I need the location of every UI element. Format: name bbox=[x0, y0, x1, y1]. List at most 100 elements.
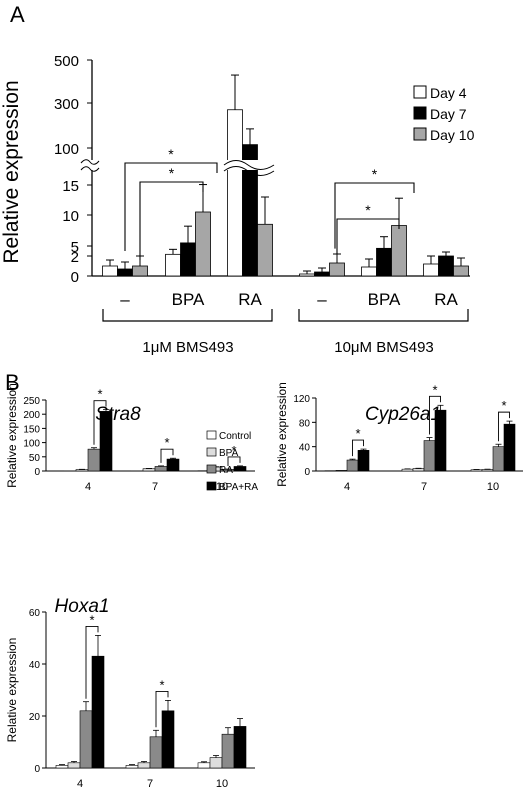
legend-label: Day 7 bbox=[430, 106, 467, 122]
y-axis-label: Relative expression bbox=[0, 80, 23, 263]
y-tick-label: 15 bbox=[62, 178, 79, 195]
legend-swatch bbox=[413, 85, 427, 99]
group-bracket bbox=[298, 309, 469, 322]
bar bbox=[117, 268, 133, 277]
bar bbox=[154, 466, 168, 472]
legend-label: RA bbox=[219, 465, 233, 476]
bar bbox=[376, 247, 392, 277]
x-tick-label: – bbox=[317, 290, 327, 309]
y-tick-label: 200 bbox=[23, 410, 40, 421]
significance-bracket bbox=[352, 439, 364, 457]
legend-label: Control bbox=[219, 431, 251, 442]
x-tick-label: BPA bbox=[368, 290, 401, 309]
significance-star: * bbox=[164, 435, 169, 450]
x-tick-label: 7 bbox=[147, 778, 153, 787]
significance-star: * bbox=[355, 426, 360, 441]
bar bbox=[438, 255, 454, 277]
x-tick-label: 4 bbox=[77, 778, 83, 787]
group-bracket bbox=[102, 309, 273, 322]
bar bbox=[233, 726, 247, 769]
bar bbox=[180, 242, 196, 277]
legend-label: BPA+RA bbox=[219, 482, 258, 493]
bar bbox=[67, 762, 81, 769]
significance-star: * bbox=[372, 166, 378, 182]
bar bbox=[195, 211, 211, 277]
legend-swatch bbox=[206, 447, 217, 457]
bar bbox=[149, 736, 163, 769]
bar bbox=[357, 450, 370, 472]
bar bbox=[221, 733, 235, 769]
y-tick-label: 120 bbox=[293, 394, 310, 405]
y-axis-label: Relative expression bbox=[5, 383, 19, 488]
y-tick-label: 100 bbox=[54, 141, 79, 158]
significance-bracket bbox=[124, 162, 218, 251]
y-tick-label: 150 bbox=[23, 424, 40, 435]
legend-label: Day 10 bbox=[430, 127, 475, 143]
bar bbox=[87, 448, 101, 472]
legend-label: BPA bbox=[219, 448, 239, 459]
x-tick-label: 10 bbox=[216, 778, 228, 787]
bar bbox=[165, 253, 181, 277]
bar bbox=[453, 265, 469, 277]
y-tick-label: 0 bbox=[71, 269, 79, 286]
bar bbox=[79, 710, 93, 769]
significance-bracket bbox=[155, 690, 169, 728]
bar bbox=[75, 469, 89, 472]
significance-star: * bbox=[501, 398, 506, 413]
cyp26a1-chart: Cyp26a1 Relative expression 0 40 80 120 * * * 4 7 1… bbox=[275, 382, 523, 493]
bar bbox=[481, 469, 494, 472]
axis-break-mark bbox=[80, 166, 100, 172]
y-tick-label: 20 bbox=[29, 712, 41, 723]
bar bbox=[470, 469, 483, 472]
significance-star: * bbox=[97, 387, 102, 402]
significance-star: * bbox=[231, 443, 236, 458]
significance-star: * bbox=[159, 677, 164, 692]
x-tick-label: 4 bbox=[85, 481, 91, 493]
y-tick-label: 40 bbox=[29, 660, 41, 671]
bar bbox=[137, 762, 151, 769]
bar bbox=[209, 757, 223, 769]
x-tick-label: 10 bbox=[216, 481, 228, 493]
group-label: 10μM BMS493 bbox=[334, 339, 434, 356]
y-tick-label: 300 bbox=[54, 96, 79, 113]
group-label: 1μM BMS493 bbox=[142, 339, 233, 356]
bar-break-gap bbox=[225, 160, 275, 170]
bar bbox=[99, 411, 113, 472]
bar bbox=[227, 109, 243, 277]
axis-break-mark bbox=[80, 159, 100, 165]
panel-a-label: A bbox=[10, 2, 25, 27]
bar bbox=[257, 223, 273, 277]
bar bbox=[197, 762, 211, 769]
significance-star: * bbox=[432, 382, 437, 397]
x-tick-label: BPA bbox=[172, 290, 205, 309]
chart-title: Cyp26a1 bbox=[365, 404, 441, 425]
bar bbox=[503, 423, 516, 472]
bar bbox=[492, 446, 505, 472]
y-tick-label: 500 bbox=[54, 53, 79, 70]
bar bbox=[434, 409, 447, 472]
y-axis-label: Relative expression bbox=[275, 382, 289, 487]
y-tick-label: 10 bbox=[62, 208, 79, 225]
significance-star: * bbox=[168, 146, 174, 162]
bar bbox=[299, 273, 315, 277]
x-tick-label: 7 bbox=[152, 481, 158, 493]
panel-a-chart: Relative expression 0 25 10 15 100 300 500 * * * * –… bbox=[0, 53, 475, 356]
significance-star: * bbox=[365, 202, 371, 218]
bar bbox=[401, 468, 414, 472]
y-tick-label: 0 bbox=[34, 467, 40, 478]
significance-bracket bbox=[498, 411, 510, 442]
x-tick-label: RA bbox=[238, 290, 262, 309]
y-tick-label: 0 bbox=[34, 764, 40, 775]
x-tick-label: 7 bbox=[421, 481, 427, 493]
significance-star: * bbox=[169, 165, 175, 181]
legend-swatch bbox=[206, 481, 217, 491]
significance-bracket bbox=[429, 395, 441, 435]
bar bbox=[329, 262, 345, 277]
y-axis-label: Relative expression bbox=[5, 638, 19, 743]
x-tick-label: 4 bbox=[344, 481, 350, 493]
y-tick-label: 0 bbox=[304, 467, 310, 478]
hoxa1-chart: Hoxa1 Relative expression 0 20 40 60 * * 4 7 10 bbox=[5, 596, 255, 787]
y-tick-label: 50 bbox=[29, 453, 41, 464]
y-tick-label: 40 bbox=[299, 443, 311, 454]
